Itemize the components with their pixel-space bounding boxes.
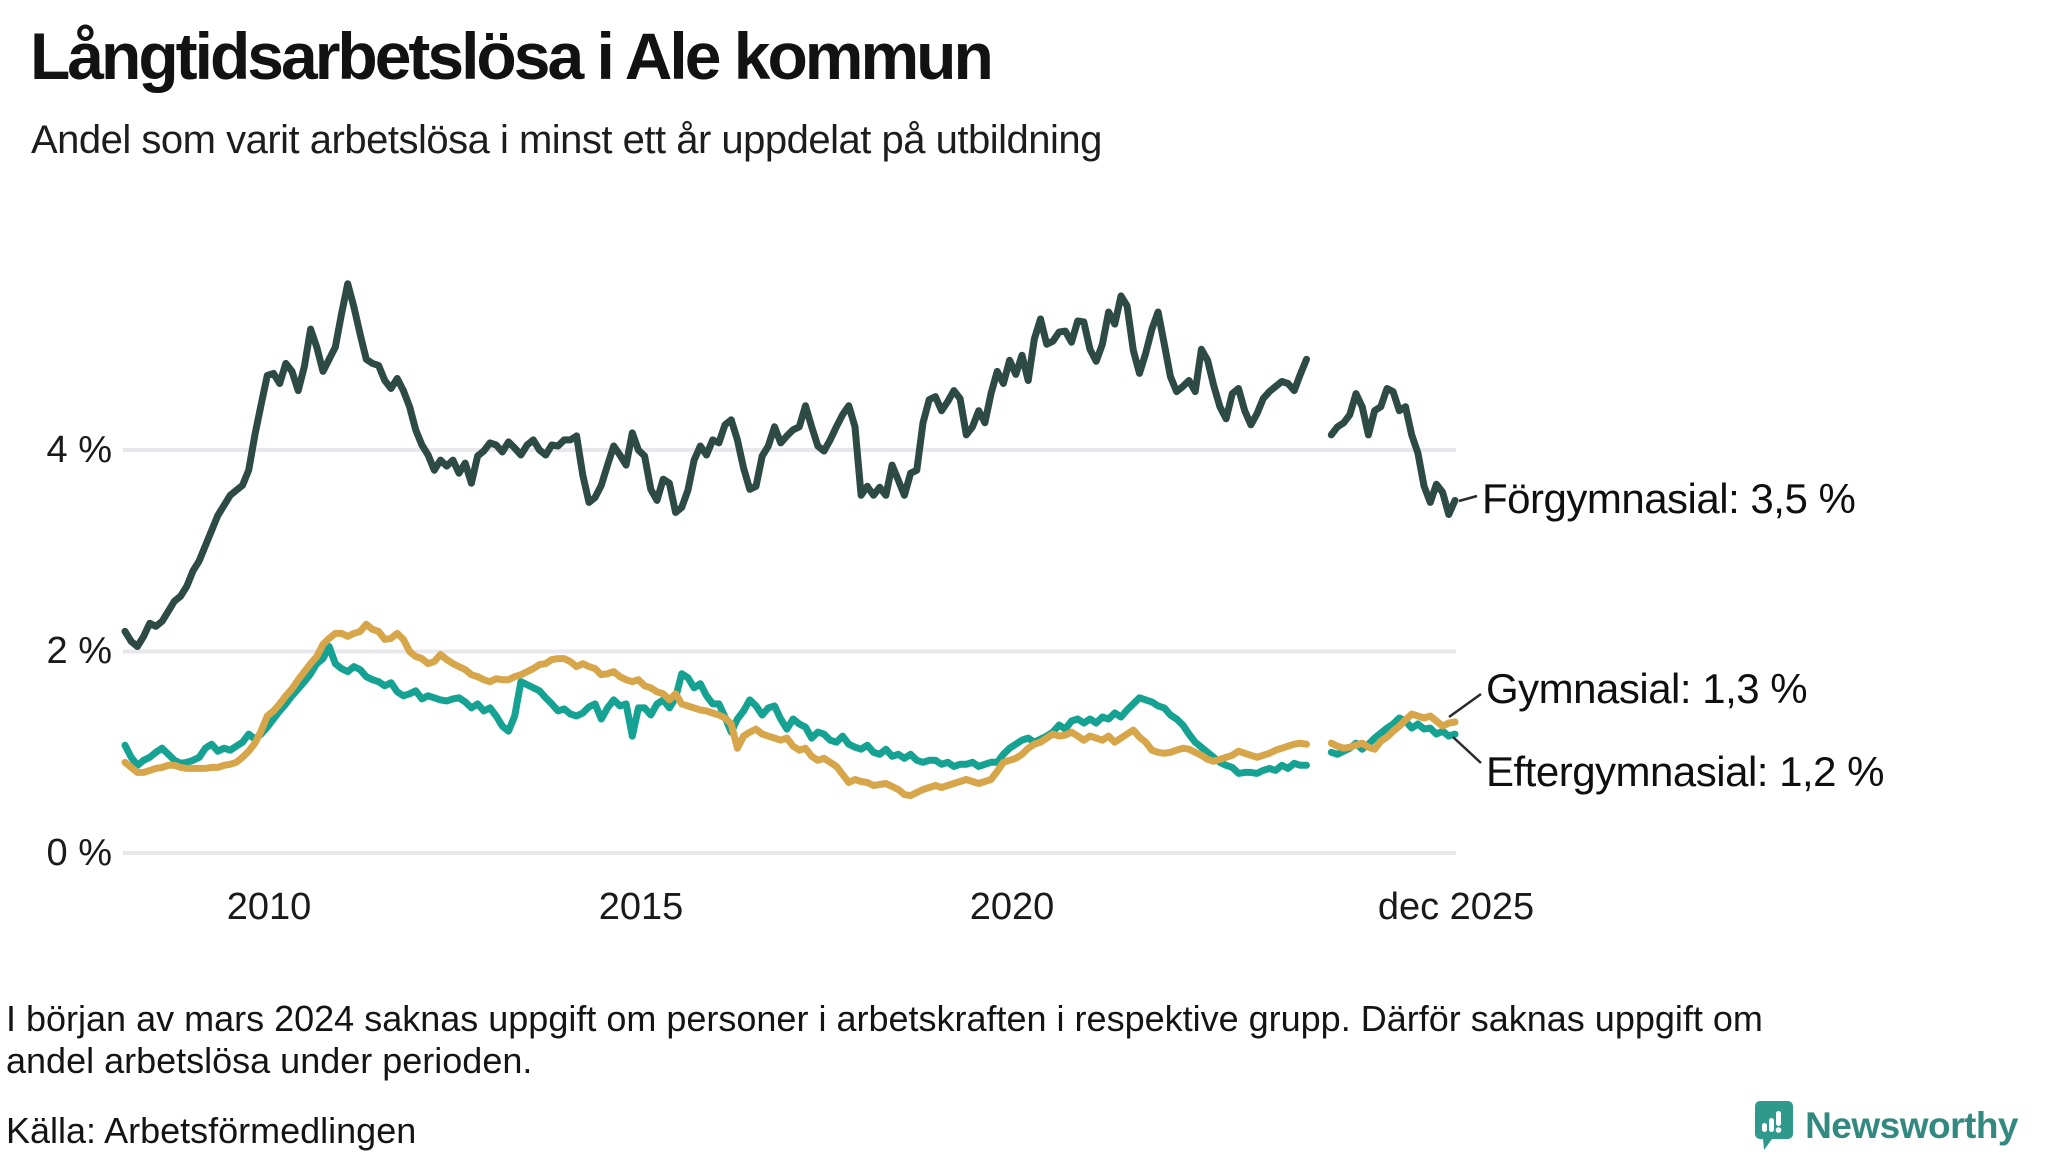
series-label-forgymnasial: Förgymnasial: 3,5 % (1482, 475, 1856, 522)
newsworthy-wordmark: Newsworthy (1805, 1105, 2018, 1146)
y-tick-4pct: 4 % (46, 429, 112, 471)
page-title: Långtidsarbetslösa i Ale kommun (30, 19, 994, 93)
y-tick-2pct: 2 % (46, 630, 112, 672)
x-tick-2010: 2010 (226, 886, 312, 928)
series-line-förgymnasial (121, 280, 1459, 650)
footnote-line-2: andel arbetslösa under perioden. (6, 1040, 533, 1081)
series-label-eftergymnasial: Eftergymnasial: 1,2 % (1486, 748, 1885, 795)
connector-forgymnasial (1458, 494, 1478, 503)
connector-eftergymnasial (1452, 736, 1482, 764)
source-note: Källa: Arbetsförmedlingen (6, 1110, 417, 1151)
newsworthy-bubble-icon (1755, 1101, 1794, 1150)
newsworthy-logo: Newsworthy (1753, 1098, 2018, 1154)
gridlines (123, 448, 1456, 855)
x-tick-2020: 2020 (969, 886, 1055, 928)
series-label-gymnasial: Gymnasial: 1,3 % (1486, 665, 1808, 712)
connector-gymnasial (1448, 692, 1482, 719)
series-layer (121, 280, 1459, 800)
label-connectors (1448, 494, 1482, 764)
series-line-gymnasial (121, 620, 1459, 800)
y-tick-0pct: 0 % (46, 832, 112, 874)
page-subtitle: Andel som varit arbetslösa i minst ett å… (31, 118, 1102, 162)
x-tick-2015: 2015 (598, 886, 684, 928)
x-tick-dec-2025: dec 2025 (1377, 886, 1535, 928)
footnote-line-1: I början av mars 2024 saknas uppgift om … (6, 998, 1763, 1039)
